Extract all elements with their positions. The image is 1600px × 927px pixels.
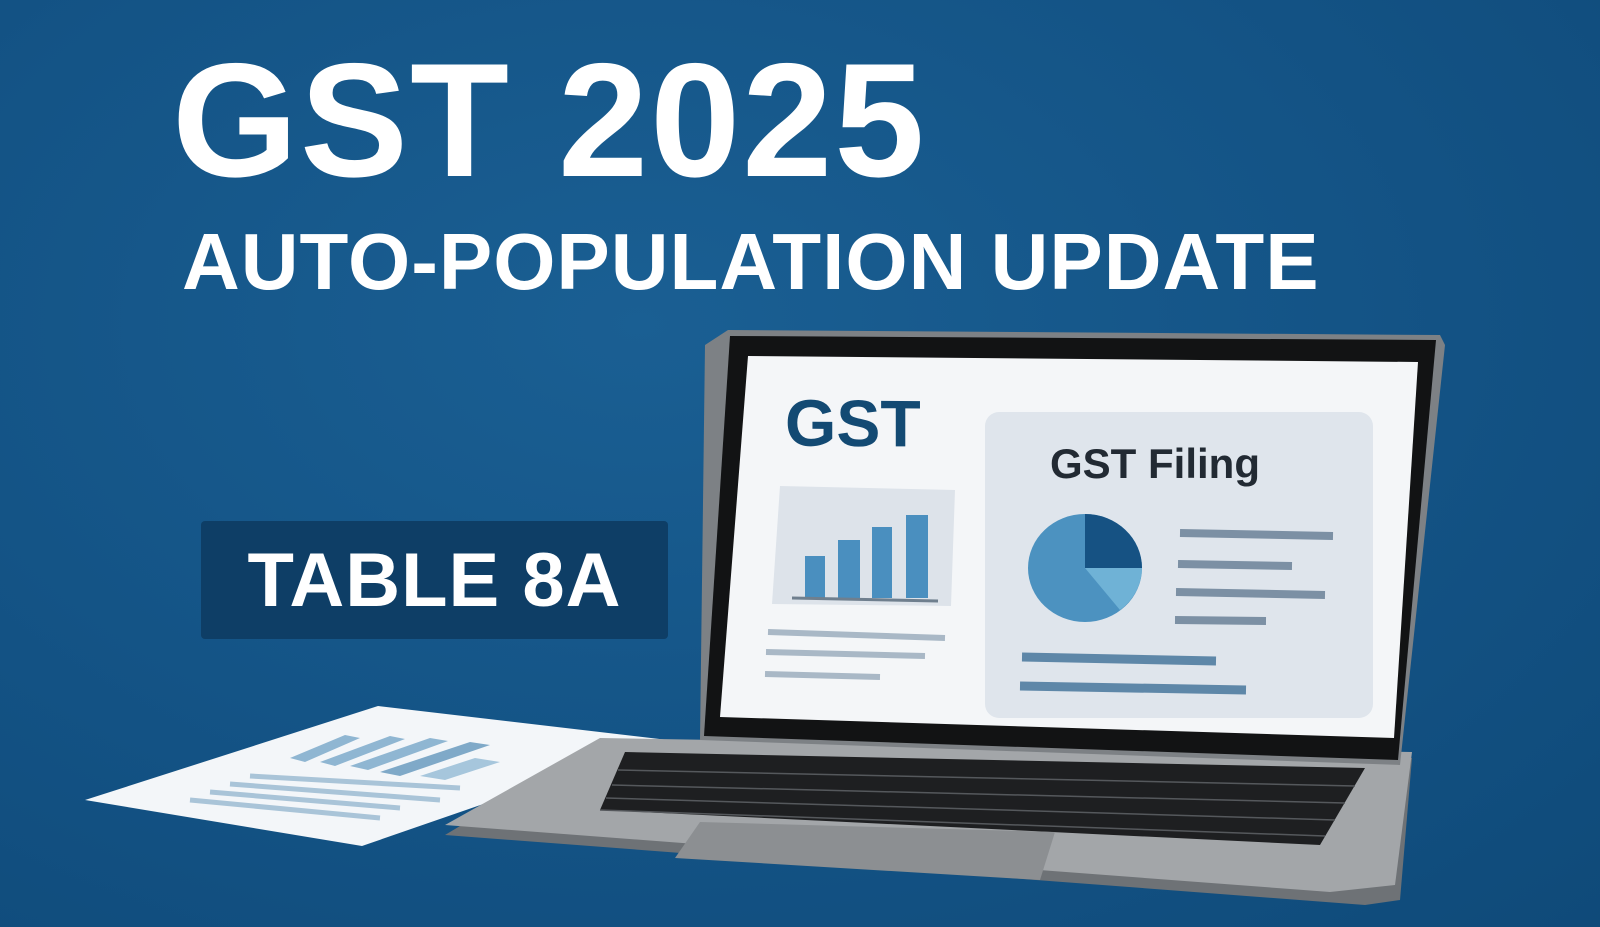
laptop-base xyxy=(445,738,1412,905)
screen-bar-chart xyxy=(805,515,928,598)
pie-chart-icon xyxy=(1028,514,1142,622)
laptop-lid xyxy=(700,330,1445,765)
keyboard xyxy=(600,752,1365,845)
screen-panel-title: GST Filing xyxy=(1050,440,1260,487)
badge-label: TABLE 8A xyxy=(247,537,622,623)
keyboard-keys xyxy=(599,769,1356,837)
subheadline: AUTO-POPULATION UPDATE xyxy=(182,217,1320,306)
paper-document xyxy=(85,706,668,846)
screen-gst-logo: GST xyxy=(785,385,921,461)
trackpad xyxy=(675,822,1055,880)
paper-bar-chart-icon xyxy=(290,735,500,780)
headline: GST 2025 xyxy=(172,30,927,211)
table-badge: TABLE 8A xyxy=(201,521,668,639)
paper-text-lines-icon xyxy=(189,773,461,821)
